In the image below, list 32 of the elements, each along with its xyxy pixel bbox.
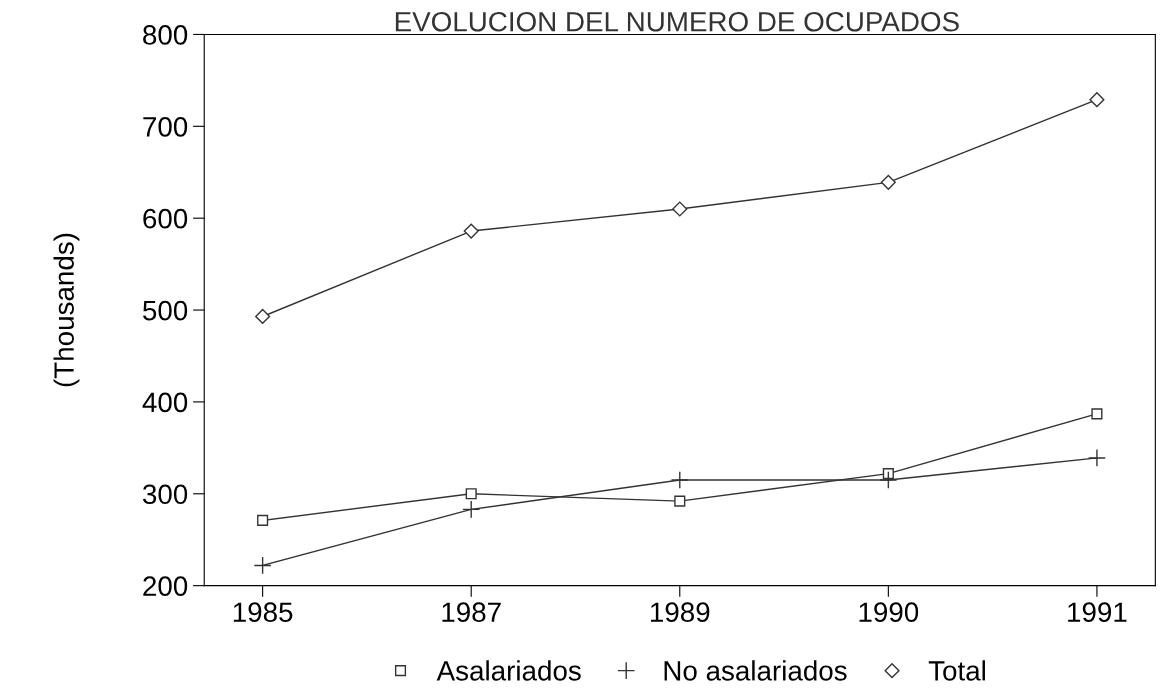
point — [674, 495, 686, 507]
legend-label: Asalariados — [436, 660, 581, 681]
point — [879, 470, 898, 490]
point — [255, 308, 271, 325]
y-tick-label: 500 — [143, 300, 188, 321]
legend-label: Total — [928, 660, 985, 681]
x-tick-label: 1990 — [859, 602, 919, 623]
point — [882, 468, 894, 480]
point — [1087, 448, 1106, 467]
y-tick-label: 400 — [142, 392, 188, 413]
legend-label: No asalariados — [664, 660, 847, 681]
y-axis-title: (Thousands) — [53, 233, 80, 387]
chart-title: EVOLUCION DEL NUMERO DE OCUPADOS — [395, 11, 959, 32]
point — [1089, 92, 1105, 108]
point — [463, 223, 479, 239]
point — [462, 500, 481, 519]
x-tick-label: 1991 — [1068, 602, 1127, 623]
y-tick-label: 300 — [142, 484, 188, 505]
point — [253, 556, 272, 575]
y-tick-label: 200 — [143, 576, 188, 596]
point — [257, 514, 269, 526]
y-tick-label: 700 — [143, 116, 188, 137]
x-tick-label: 1989 — [651, 602, 710, 623]
y-tick-label: 800 — [143, 25, 188, 45]
x-tick-label: 1985 — [233, 602, 293, 623]
point — [670, 470, 689, 490]
point — [880, 174, 896, 190]
point — [465, 488, 477, 500]
point — [1091, 408, 1103, 420]
point — [672, 201, 688, 217]
x-tick-label: 1987 — [442, 602, 501, 623]
y-tick-label: 600 — [143, 208, 188, 229]
